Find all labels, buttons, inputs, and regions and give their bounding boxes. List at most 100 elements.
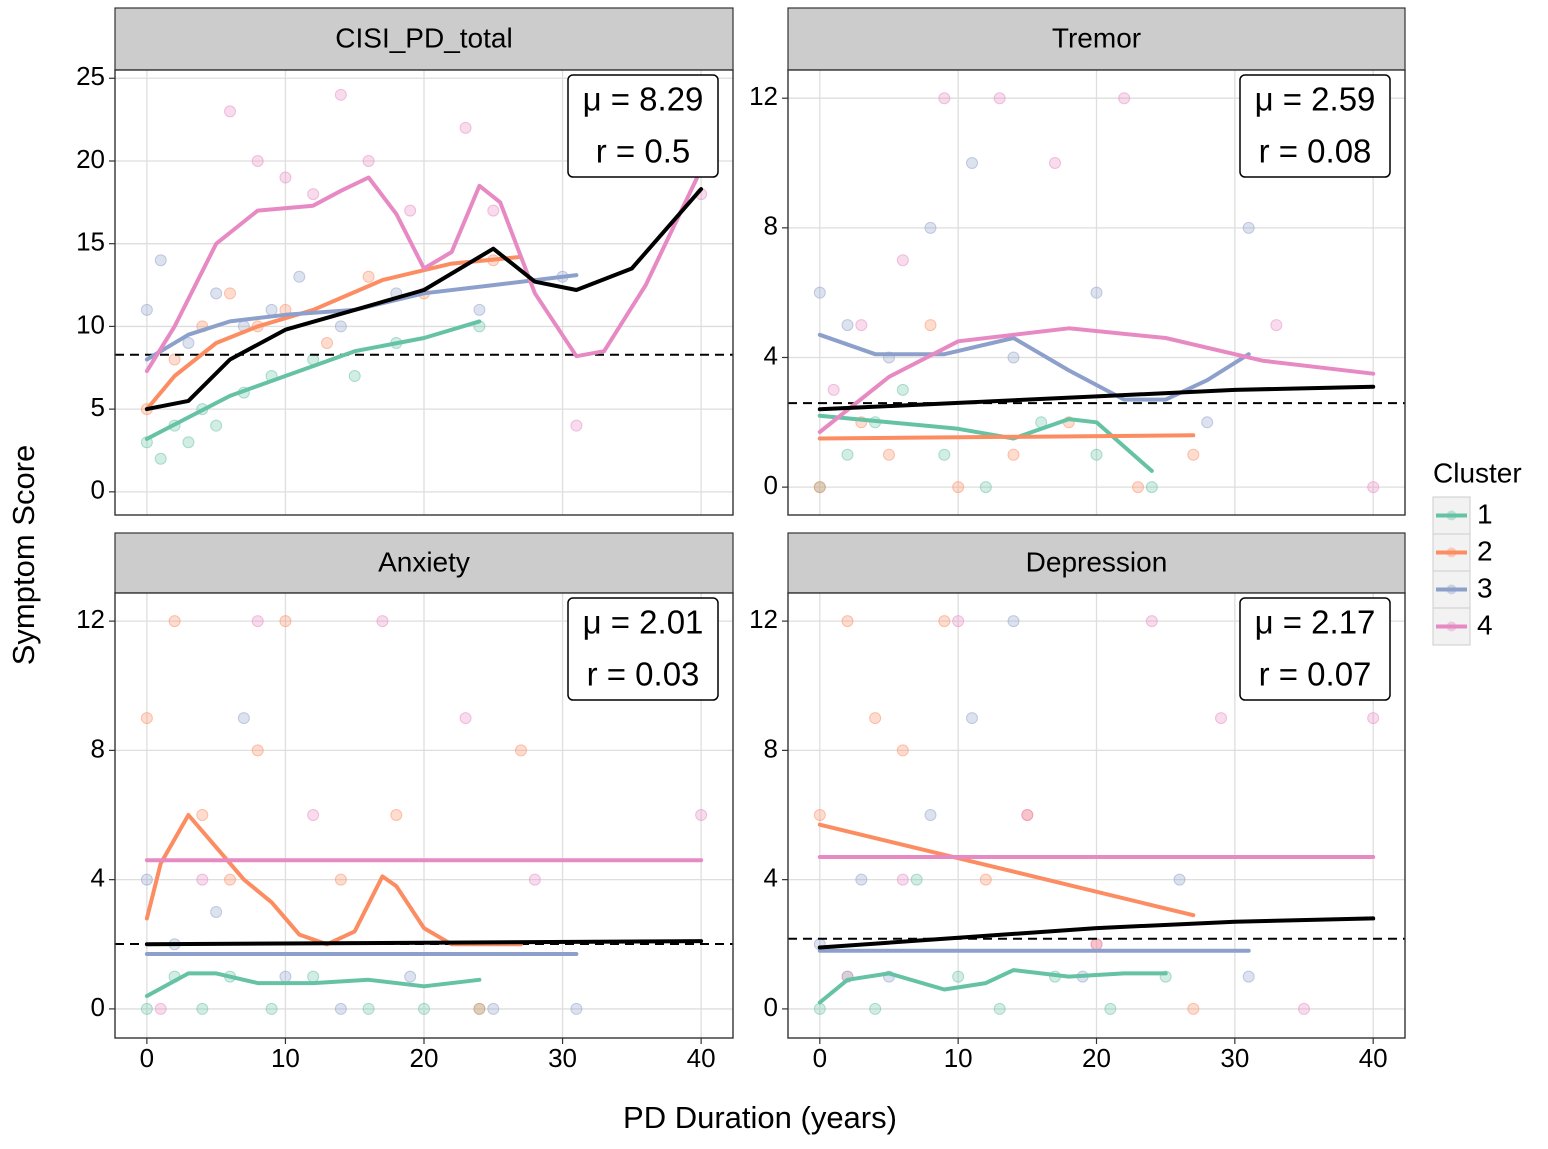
annotation: r = 0.03 — [587, 656, 700, 693]
cluster-line — [817, 968, 1168, 1005]
data-point — [938, 92, 951, 105]
data-point — [1007, 351, 1020, 364]
x-tick-label: 30 — [1220, 1043, 1249, 1073]
cluster-line — [817, 433, 1196, 441]
plot-layer — [788, 615, 1405, 1015]
data-point — [390, 809, 403, 822]
data-point — [1007, 448, 1020, 461]
y-tick-label: 0 — [91, 475, 105, 505]
data-point — [334, 1002, 347, 1015]
data-point — [154, 452, 167, 465]
data-point — [827, 383, 840, 396]
data-point — [813, 809, 826, 822]
data-point — [251, 744, 264, 757]
cluster-line — [144, 273, 579, 362]
y-axis-label: Symptom Score — [6, 445, 41, 666]
panel-border — [787, 592, 1406, 1039]
facet-title: Anxiety — [378, 546, 470, 577]
data-point — [210, 419, 223, 432]
data-point — [896, 744, 909, 757]
plot-layer — [115, 615, 733, 1015]
data-point — [896, 383, 909, 396]
overall-line — [144, 939, 704, 947]
data-point — [224, 287, 237, 300]
data-point — [224, 105, 237, 118]
data-point — [140, 712, 153, 725]
y-tick-label: 12 — [749, 81, 778, 111]
legend-label: 2 — [1477, 535, 1493, 566]
data-point — [265, 1002, 278, 1015]
panel-border — [114, 592, 734, 1039]
data-point — [307, 809, 320, 822]
cluster-line — [817, 822, 1196, 918]
y-tick-label: 10 — [76, 309, 105, 339]
data-point — [1187, 1002, 1200, 1015]
data-point — [924, 809, 937, 822]
facet-strip — [787, 532, 1406, 594]
y-tick-label: 20 — [76, 144, 105, 174]
data-point — [459, 712, 472, 725]
data-point — [251, 154, 264, 167]
annotation: r = 0.5 — [596, 133, 690, 170]
x-tick-label: 0 — [813, 1043, 827, 1073]
data-point — [168, 615, 181, 628]
legend-label: 1 — [1477, 498, 1493, 529]
data-point — [279, 171, 292, 184]
data-point — [196, 1002, 209, 1015]
y-tick-label: 8 — [764, 211, 778, 241]
y-tick-label: 4 — [764, 863, 778, 893]
x-tick-label: 20 — [1082, 1043, 1111, 1073]
x-axis-label: PD Duration (years) — [623, 1100, 897, 1135]
data-point — [528, 873, 541, 886]
overall-line — [144, 187, 704, 412]
data-point — [307, 188, 320, 201]
overall-line — [817, 384, 1376, 412]
data-point — [473, 303, 486, 316]
data-point — [896, 254, 909, 267]
data-point — [841, 615, 854, 628]
data-point — [570, 419, 583, 432]
data-point — [979, 873, 992, 886]
data-point — [952, 481, 965, 494]
data-point — [855, 319, 868, 332]
y-tick-label: 4 — [91, 863, 105, 893]
annotation: μ = 2.59 — [1255, 81, 1376, 118]
y-tick-label: 25 — [76, 61, 105, 91]
cluster-line — [817, 332, 1251, 402]
data-point — [1367, 712, 1380, 725]
plot-layer — [115, 88, 733, 465]
data-point — [251, 615, 264, 628]
y-tick-label: 8 — [91, 733, 105, 763]
annotation-box — [1239, 74, 1391, 178]
legend-point — [1446, 621, 1457, 632]
data-point — [882, 448, 895, 461]
data-point — [196, 873, 209, 886]
legend-point — [1446, 584, 1457, 595]
data-point — [1270, 319, 1283, 332]
data-point — [1104, 1002, 1117, 1015]
y-tick-label: 0 — [764, 992, 778, 1022]
data-point — [487, 204, 500, 217]
data-point — [362, 154, 375, 167]
data-point — [279, 615, 292, 628]
data-point — [182, 436, 195, 449]
x-tick-label: 30 — [548, 1043, 577, 1073]
annotation-box — [1239, 597, 1391, 701]
data-point — [210, 287, 223, 300]
panel-border — [787, 69, 1406, 516]
data-point — [487, 1002, 500, 1015]
y-tick-label: 8 — [764, 733, 778, 763]
annotation: μ = 8.29 — [583, 81, 704, 118]
data-point — [473, 1002, 486, 1015]
facet-title: CISI_PD_total — [335, 22, 512, 53]
data-point — [224, 873, 237, 886]
data-point — [813, 481, 826, 494]
data-point — [896, 873, 909, 886]
legend-label: 4 — [1477, 609, 1493, 640]
data-point — [993, 92, 1006, 105]
data-point — [869, 1002, 882, 1015]
data-point — [154, 1002, 167, 1015]
annotation-box — [567, 74, 719, 178]
x-tick-label: 40 — [687, 1043, 716, 1073]
